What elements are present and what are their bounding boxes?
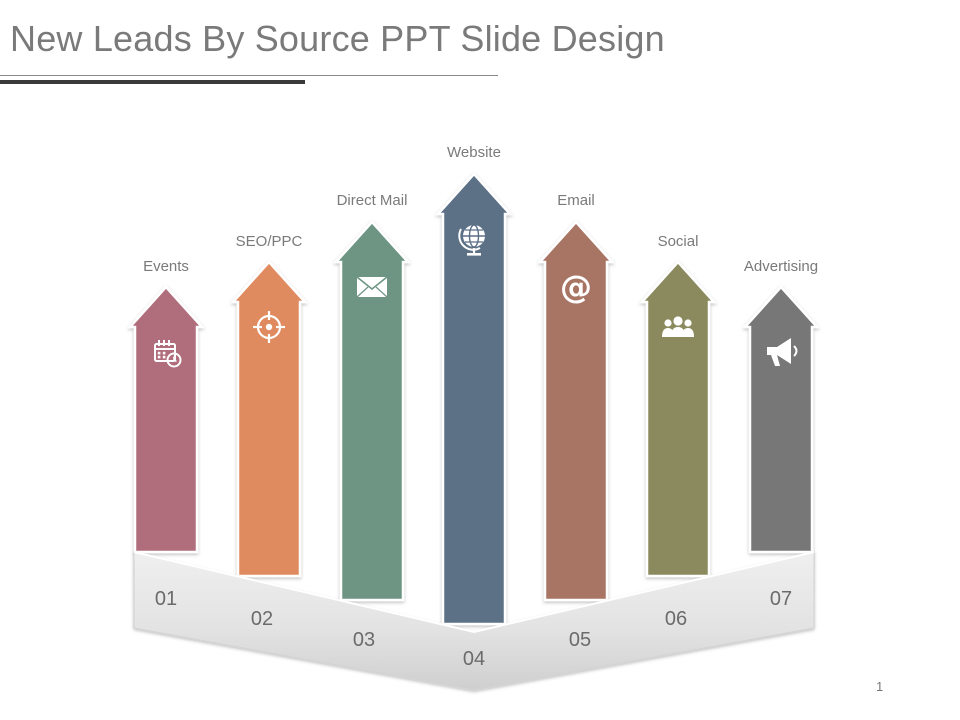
slide-title: New Leads By Source PPT Slide Design xyxy=(10,18,665,59)
envelope-icon xyxy=(356,276,388,298)
source-number: 04 xyxy=(463,648,485,670)
source-label: Advertising xyxy=(744,258,818,275)
svg-text:@: @ xyxy=(560,268,592,306)
source-label: Website xyxy=(447,144,501,161)
people-icon xyxy=(662,316,694,337)
source-label: Events xyxy=(143,258,189,275)
source-label: SEO/PPC xyxy=(236,233,303,250)
source-number: 01 xyxy=(155,588,177,610)
arrow-direct-mail xyxy=(333,220,411,602)
source-number: 02 xyxy=(251,608,273,630)
title-underline-thick xyxy=(0,80,305,84)
source-number: 07 xyxy=(770,588,792,610)
calendar-icon xyxy=(154,340,182,368)
arrow-website xyxy=(435,172,513,626)
at-sign-icon: @ xyxy=(560,268,592,306)
source-number: 05 xyxy=(569,629,591,651)
arrow-seo-ppc xyxy=(230,260,308,578)
arrow-email: @ xyxy=(537,220,615,602)
globe-icon xyxy=(458,224,485,256)
number-base-band xyxy=(133,551,815,691)
arrow-advertising xyxy=(742,285,820,554)
arrow-events xyxy=(127,285,205,554)
source-number: 03 xyxy=(353,629,375,651)
megaphone-icon xyxy=(767,338,798,366)
source-label: Direct Mail xyxy=(337,192,408,209)
page-number: 1 xyxy=(876,679,884,694)
source-number: 06 xyxy=(665,608,687,630)
title-underline-thin xyxy=(0,75,498,76)
source-label: Email xyxy=(557,192,595,209)
source-label: Social xyxy=(658,233,699,250)
target-icon xyxy=(253,311,285,343)
arrow-social xyxy=(639,260,717,578)
